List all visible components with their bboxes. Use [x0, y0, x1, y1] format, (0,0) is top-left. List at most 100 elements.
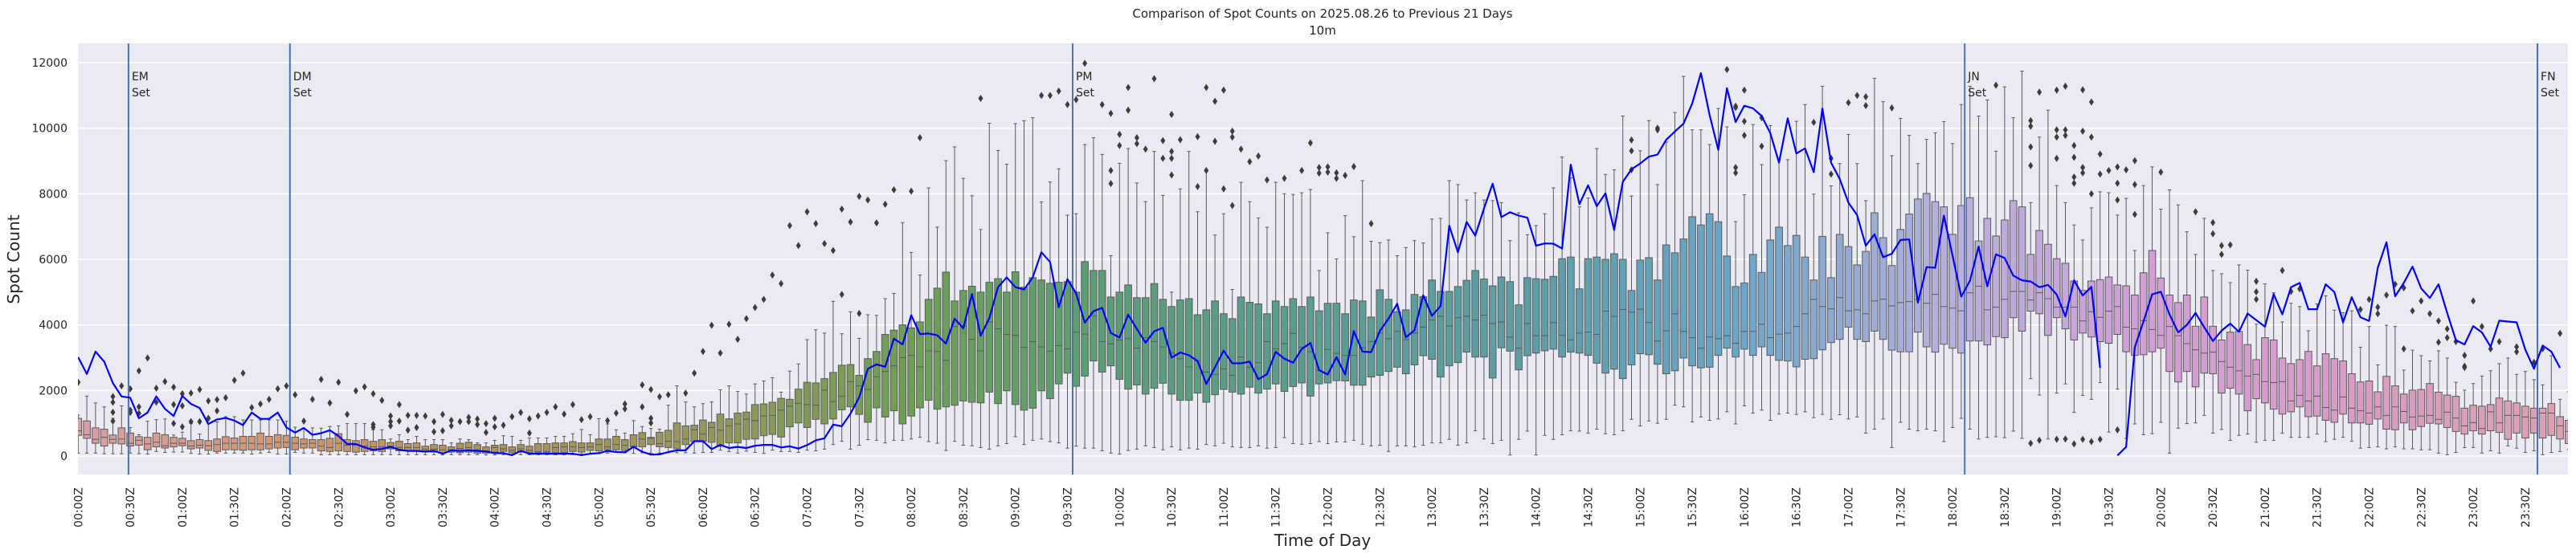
outlier-point [917, 134, 922, 142]
outlier-point [526, 415, 532, 423]
outlier-point [882, 200, 888, 208]
box-iqr [873, 351, 881, 409]
box [1271, 181, 1280, 448]
outlier-point [2462, 364, 2468, 372]
box [273, 419, 282, 455]
box [2070, 224, 2079, 413]
box [395, 434, 403, 455]
outlier-point [162, 377, 168, 385]
box [1445, 180, 1454, 440]
box [1237, 181, 1245, 448]
box [135, 434, 143, 454]
x-tick-label: 06:00Z [697, 487, 710, 527]
outlier-point [179, 423, 185, 431]
box [1150, 151, 1159, 448]
set-marker-label: EM [132, 71, 149, 83]
box [812, 329, 820, 451]
box [1332, 259, 1341, 442]
x-tick-label: 01:00Z [177, 487, 190, 527]
box-iqr [186, 440, 195, 450]
outlier-point [475, 421, 480, 429]
box-iqr [2018, 206, 2026, 332]
x-tick-label: 10:30Z [1166, 487, 1179, 527]
box-iqr [300, 438, 308, 449]
box [1462, 199, 1471, 444]
outlier-point [2028, 116, 2034, 124]
box-iqr [1732, 286, 1740, 358]
box [430, 439, 438, 455]
box-iqr [820, 378, 828, 425]
box-iqr [1792, 234, 1801, 368]
box [1670, 112, 1679, 406]
outlier-point [379, 397, 385, 405]
x-tick-label: 04:00Z [489, 487, 502, 527]
x-tick-label: 10:00Z [1114, 487, 1126, 527]
outlier-point [414, 423, 419, 431]
outlier-point [2054, 126, 2059, 134]
box [1862, 200, 1870, 434]
box-iqr [1697, 224, 1705, 369]
box [2296, 306, 2304, 438]
box-iqr [1350, 299, 1358, 386]
box-iqr [1670, 252, 1679, 372]
x-tick-label: 01:30Z [229, 487, 242, 527]
box-iqr [2348, 373, 2356, 424]
outlier-point [795, 242, 801, 250]
outlier-point [2071, 141, 2077, 149]
box-iqr [1159, 299, 1167, 384]
box [967, 195, 976, 446]
box-iqr [369, 441, 378, 451]
box-iqr [2122, 285, 2130, 352]
box [1167, 291, 1176, 448]
box [2426, 360, 2434, 450]
box [2261, 283, 2269, 441]
outlier-point [197, 385, 202, 393]
y-tick-label: 8000 [39, 188, 67, 201]
x-tick-label: 21:00Z [2259, 487, 2272, 527]
box [78, 414, 83, 454]
outlier-point [2366, 295, 2372, 303]
outlier-point [1334, 174, 1339, 182]
box-iqr [1046, 283, 1054, 400]
x-tick-label: 23:30Z [2520, 487, 2533, 527]
box-iqr [1879, 237, 1887, 340]
box-iqr [1714, 221, 1723, 356]
x-tick-label: 07:00Z [802, 487, 815, 527]
box-iqr [213, 438, 221, 452]
box [2529, 379, 2538, 451]
outlier-point [1204, 166, 1209, 174]
box-iqr [1488, 285, 1497, 379]
box-iqr [768, 401, 777, 435]
box-iqr [1401, 309, 1410, 375]
box-iqr [967, 285, 976, 403]
box [2018, 71, 2026, 439]
outlier-point [2054, 435, 2059, 443]
outlier-point [275, 385, 280, 393]
box-iqr [1974, 240, 1983, 342]
x-tick-label: 11:30Z [1270, 487, 1283, 527]
box-iqr [1914, 198, 1922, 333]
box-iqr [309, 439, 317, 449]
box-iqr [2521, 405, 2529, 439]
outlier-point [726, 320, 732, 328]
outlier-point [1229, 133, 1235, 141]
box [1627, 195, 1636, 420]
outlier-point [2028, 122, 2034, 130]
outlier-point [2088, 189, 2094, 198]
box [2079, 239, 2087, 396]
box-iqr [1176, 299, 1184, 401]
outlier-point [483, 420, 489, 428]
box [1688, 129, 1696, 423]
box [1367, 241, 1376, 446]
box [178, 431, 186, 453]
outlier-point [1229, 127, 1235, 135]
outlier-point [1846, 99, 1851, 107]
box-iqr [1740, 282, 1748, 350]
x-tick-label: 17:30Z [1895, 487, 1907, 527]
box-iqr [2209, 325, 2217, 375]
box [542, 438, 551, 455]
outlier-point [1299, 166, 1305, 174]
outlier-point [1169, 111, 1175, 119]
box [820, 332, 828, 450]
box-iqr [690, 425, 698, 442]
